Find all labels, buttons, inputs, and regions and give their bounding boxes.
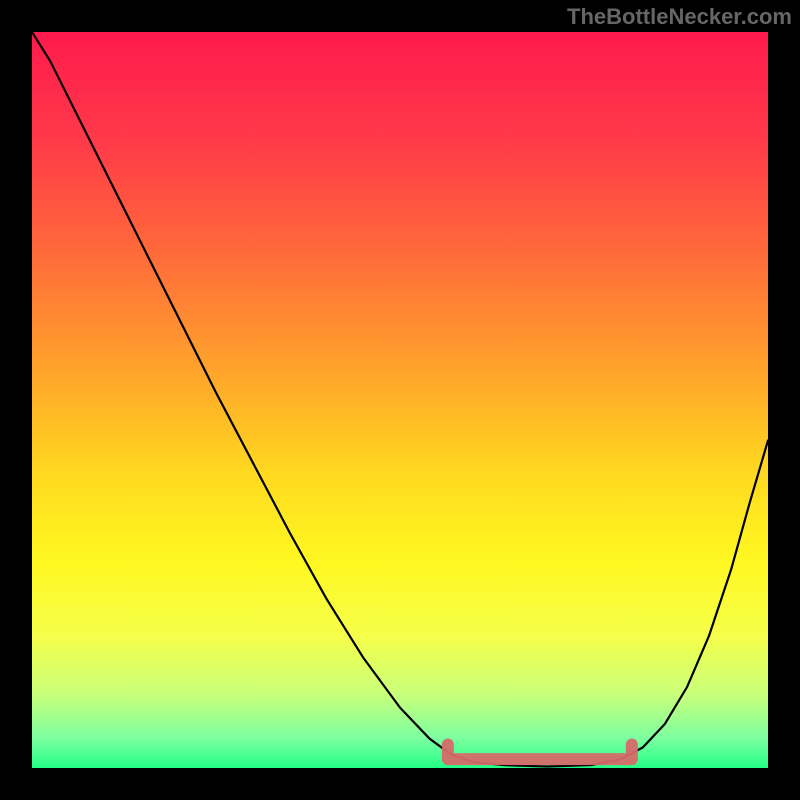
chart-area — [32, 32, 768, 768]
gradient-background — [32, 32, 768, 768]
bottleneck-chart — [32, 32, 768, 768]
watermark-text: TheBottleNecker.com — [567, 4, 792, 30]
